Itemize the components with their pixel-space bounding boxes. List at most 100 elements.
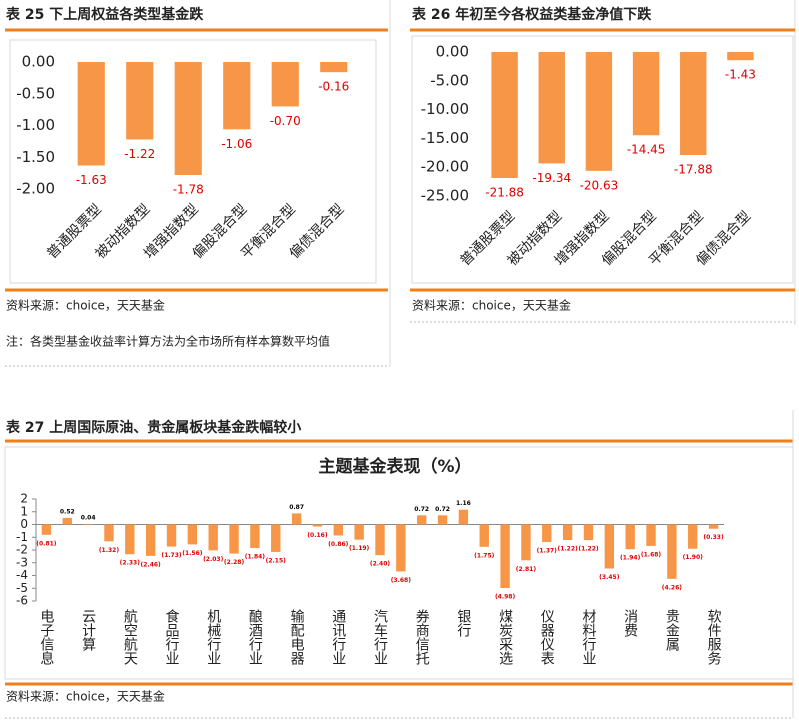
bar bbox=[562, 524, 573, 541]
y-tick-label: 0.00 bbox=[22, 53, 55, 71]
value-label: (1.94) bbox=[620, 555, 641, 562]
bar bbox=[583, 524, 594, 541]
value-label: (2.15) bbox=[266, 557, 287, 564]
value-label: 0.87 bbox=[289, 504, 304, 511]
y-tick-label: 0.00 bbox=[436, 43, 469, 61]
value-label: (1.73) bbox=[161, 552, 182, 559]
value-label: -1.43 bbox=[725, 68, 756, 82]
value-label: 0.04 bbox=[81, 514, 96, 521]
bar bbox=[417, 515, 427, 525]
bar bbox=[396, 524, 406, 572]
y-tick-label: 0 bbox=[20, 517, 28, 531]
value-label: 1.16 bbox=[456, 500, 471, 507]
value-label: (1.22) bbox=[578, 546, 599, 553]
value-label: (1.84) bbox=[245, 553, 266, 560]
y-tick-label: -25.00 bbox=[421, 187, 469, 205]
value-label: (1.75) bbox=[474, 552, 495, 559]
source: 资料来源：choice，天天基金 bbox=[412, 298, 571, 313]
value-label: (2.40) bbox=[370, 561, 391, 568]
value-label: (1.90) bbox=[683, 554, 704, 561]
value-label: (1.22) bbox=[557, 546, 578, 553]
x-tick-label: 贵金属 bbox=[664, 609, 680, 651]
y-tick-label: -15.00 bbox=[421, 129, 469, 147]
value-label: (1.37) bbox=[537, 547, 558, 554]
caption: 表 26 年初至今各权益类基金净值下跌 bbox=[411, 6, 652, 23]
bar bbox=[41, 524, 52, 535]
bar bbox=[491, 52, 518, 179]
value-label: (4.98) bbox=[495, 593, 516, 600]
value-label: 0.72 bbox=[435, 506, 450, 513]
bar bbox=[145, 524, 156, 556]
bar bbox=[688, 524, 698, 549]
y-tick-label: -6 bbox=[16, 594, 28, 608]
value-label: -21.88 bbox=[485, 186, 524, 200]
y-tick-label: -2.00 bbox=[16, 180, 55, 198]
value-label: -20.63 bbox=[580, 178, 619, 192]
value-label: (2.03) bbox=[203, 556, 224, 563]
bar bbox=[291, 513, 302, 525]
bar bbox=[585, 52, 613, 171]
y-tick-label: -0.50 bbox=[16, 84, 55, 102]
value-label: (3.45) bbox=[599, 574, 620, 581]
x-tick-label: 券商信托 bbox=[414, 609, 430, 665]
bar bbox=[632, 52, 660, 136]
value-label: (3.68) bbox=[391, 577, 412, 584]
y-tick-label: -2 bbox=[16, 543, 28, 557]
bar bbox=[174, 62, 202, 176]
source: 资料来源：choice，天天基金 bbox=[6, 689, 165, 704]
bar bbox=[83, 523, 93, 525]
y-tick-label: -5 bbox=[16, 581, 28, 595]
value-label: (0.86) bbox=[328, 541, 349, 548]
y-tick-label: -4 bbox=[16, 568, 28, 582]
value-label: -19.34 bbox=[532, 171, 571, 185]
value-label: -1.06 bbox=[221, 137, 252, 151]
source: 资料来源：choice，天天基金 bbox=[6, 298, 165, 313]
bar bbox=[208, 524, 218, 551]
value-label: (0.81) bbox=[36, 540, 57, 547]
bar bbox=[223, 62, 251, 130]
bar bbox=[187, 524, 198, 545]
value-label: (2.81) bbox=[516, 566, 537, 573]
value-label: -0.70 bbox=[270, 114, 301, 128]
x-tick-label: 消费 bbox=[622, 609, 638, 637]
value-label: (1.19) bbox=[349, 545, 370, 552]
value-label: -1.63 bbox=[76, 173, 107, 187]
bar bbox=[479, 524, 489, 547]
bar bbox=[320, 62, 348, 73]
caption: 表 27 上周国际原油、贵金属板块基金跌幅较小 bbox=[5, 419, 301, 436]
value-label: -17.88 bbox=[674, 162, 713, 176]
x-tick-label: 通讯行业 bbox=[330, 609, 346, 665]
y-tick-label: -1.50 bbox=[16, 148, 55, 166]
x-tick-label: 仪器仪表 bbox=[539, 609, 555, 665]
x-tick-label: 机械行业 bbox=[205, 609, 221, 665]
y-tick-label: 1 bbox=[20, 504, 28, 518]
bar bbox=[646, 524, 656, 546]
value-label: -14.45 bbox=[627, 143, 666, 157]
x-tick-label: 食品行业 bbox=[164, 608, 180, 665]
x-tick-label: 云计算 bbox=[80, 609, 96, 651]
bar bbox=[62, 517, 72, 525]
value-label: (4.26) bbox=[662, 584, 683, 591]
value-label: (1.32) bbox=[99, 547, 120, 554]
y-tick-label: 2 bbox=[20, 492, 28, 506]
bar bbox=[271, 524, 281, 552]
bar bbox=[166, 524, 177, 547]
bar bbox=[542, 524, 552, 542]
x-tick-label: 煤炭采选 bbox=[497, 609, 513, 666]
bar bbox=[521, 524, 531, 561]
bar bbox=[250, 524, 260, 548]
bar bbox=[625, 524, 635, 550]
x-tick-label: 酿酒行业 bbox=[247, 609, 263, 665]
y-tick-label: -1.00 bbox=[16, 116, 55, 134]
bar bbox=[538, 52, 565, 164]
x-tick-label: 银行 bbox=[455, 609, 471, 638]
bar bbox=[680, 52, 707, 155]
bar bbox=[500, 524, 510, 588]
value-label: -1.78 bbox=[173, 183, 204, 197]
x-tick-label: 材料行业 bbox=[580, 609, 596, 665]
x-tick-label: 输配电器 bbox=[289, 609, 305, 665]
value-label: (1.68) bbox=[641, 551, 662, 558]
value-label: (2.28) bbox=[224, 559, 245, 566]
bar bbox=[604, 524, 615, 569]
